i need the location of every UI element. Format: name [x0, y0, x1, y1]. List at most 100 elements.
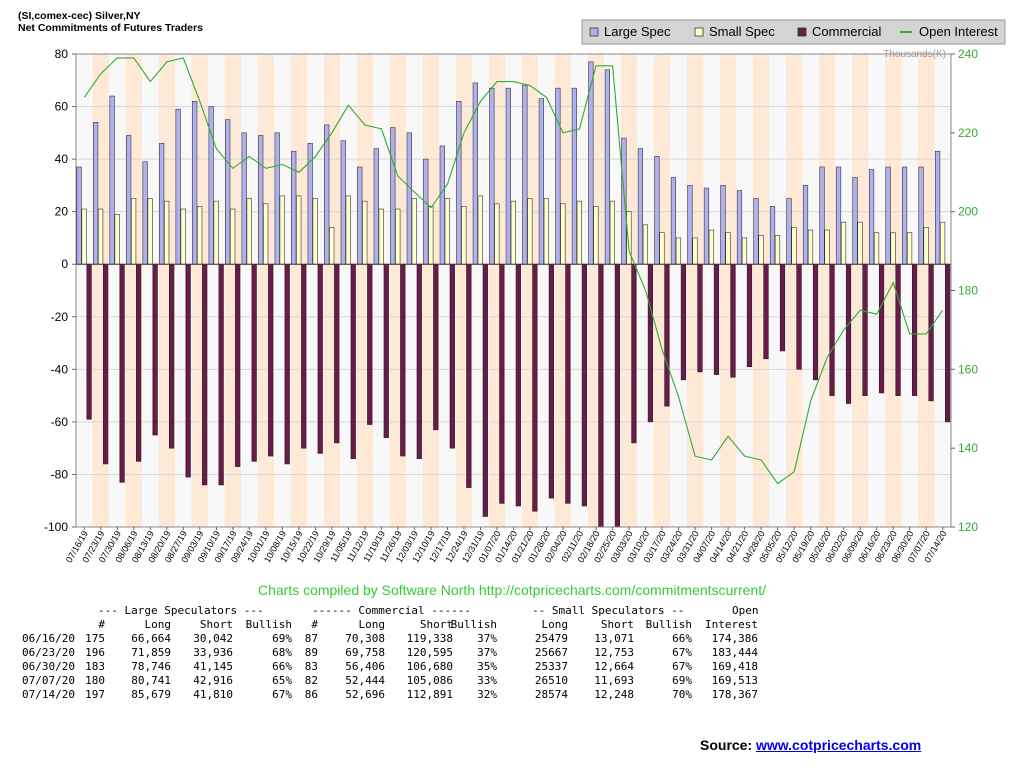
bar-commercial: [532, 263, 538, 512]
bar-large-spec: [489, 87, 495, 265]
bar-small-spec: [329, 227, 335, 265]
bar-commercial: [400, 263, 406, 457]
bar-large-spec: [852, 177, 858, 265]
bar-small-spec: [642, 224, 649, 265]
bar-small-spec: [675, 237, 682, 265]
column-band: [719, 54, 737, 527]
bar-large-spec: [868, 169, 875, 265]
bar-large-spec: [241, 132, 247, 265]
bar-small-spec: [758, 235, 764, 265]
y-tick-label: -80: [51, 467, 69, 481]
group-header-commercial: ------ Commercial ------: [312, 604, 471, 617]
table-cell: 12,248: [594, 688, 634, 701]
bar-commercial: [251, 263, 257, 462]
table-cell: 69,758: [345, 646, 385, 659]
table-cell: 85,679: [131, 688, 171, 701]
column-band: [686, 54, 704, 527]
bar-large-spec: [835, 166, 842, 265]
bar-large-spec: [769, 206, 776, 265]
column-header: Interest: [705, 618, 758, 631]
bar-large-spec: [456, 101, 462, 265]
row-date: 07/07/20: [22, 674, 75, 687]
column-header: Long: [358, 618, 386, 631]
y2-tick-label: 140: [958, 441, 978, 455]
bar-small-spec: [725, 232, 731, 265]
table-row: 07/14/20 197 85,679 41,810 67% 86 52,696 112,89…: [22, 688, 1022, 702]
bar-commercial: [581, 263, 587, 507]
table-cell: 82: [304, 674, 318, 687]
data-table: --- Large Speculators --- ------ Commerci…: [22, 604, 1022, 702]
bar-small-spec: [164, 200, 170, 265]
group-header-small: -- Small Speculators --: [532, 604, 685, 617]
bar-large-spec: [126, 135, 132, 265]
column-header: #: [311, 618, 318, 631]
bar-commercial: [334, 263, 340, 444]
bar-large-spec: [901, 166, 908, 265]
legend-label: Open Interest: [919, 24, 998, 39]
table-cell: 41,810: [193, 688, 233, 701]
column-header: Bullish: [645, 618, 692, 631]
source-link[interactable]: www.cotpricecharts.com: [756, 737, 922, 753]
table-cell: 67%: [672, 660, 692, 673]
bar-small-spec: [312, 198, 318, 265]
bar-small-spec: [659, 232, 665, 265]
table-cell: 25337: [534, 660, 568, 673]
bar-small-spec: [345, 195, 351, 265]
table-cell: 87: [304, 632, 318, 645]
bar-large-spec: [406, 132, 412, 265]
table-cell: 37%: [477, 646, 497, 659]
table-cell: 120,595: [406, 646, 453, 659]
table-cell: 12,753: [594, 646, 634, 659]
bar-large-spec: [736, 190, 743, 265]
table-cell: 56,406: [345, 660, 385, 673]
column-band: [736, 54, 753, 527]
table-cell: 37%: [477, 632, 497, 645]
table-cell: 28574: [534, 688, 568, 701]
table-cell: 67%: [672, 646, 692, 659]
bar-small-spec: [692, 237, 698, 265]
table-cell: 65%: [272, 674, 292, 687]
bar-large-spec: [291, 150, 297, 265]
bar-commercial: [202, 263, 208, 486]
bar-large-spec: [390, 127, 396, 265]
table-cell: 30,042: [193, 632, 233, 645]
bar-small-spec: [114, 213, 120, 265]
table-cell: 33,936: [193, 646, 233, 659]
bar-large-spec: [93, 122, 99, 265]
bar-small-spec: [840, 221, 847, 265]
table-cell: 68%: [272, 646, 292, 659]
bar-commercial: [350, 263, 356, 459]
bar-small-spec: [494, 203, 500, 265]
bar-large-spec: [571, 87, 577, 265]
bar-commercial: [779, 263, 786, 352]
bar-commercial: [169, 263, 175, 449]
table-cell: 66,664: [131, 632, 171, 645]
table-column-header-row: # Long Short Bullish # Long Short Bullish Long Sh…: [22, 618, 1022, 632]
table-cell: 180: [85, 674, 105, 687]
bar-small-spec: [296, 195, 302, 265]
bar-large-spec: [324, 124, 330, 265]
source-label: Source:: [700, 737, 757, 753]
bar-commercial: [845, 263, 852, 404]
bar-large-spec: [802, 185, 809, 265]
bar-commercial: [482, 263, 488, 517]
y2-tick-label: 220: [958, 126, 978, 140]
row-date: 06/16/20: [22, 632, 75, 645]
bar-small-spec: [774, 235, 781, 265]
bar-commercial: [268, 263, 274, 457]
bar-small-spec: [890, 232, 896, 265]
column-header: Bullish: [245, 618, 292, 631]
table-cell: 178,367: [711, 688, 758, 701]
y2-tick-label: 240: [958, 47, 978, 61]
bar-commercial: [548, 263, 554, 499]
table-cell: 80,741: [131, 674, 171, 687]
bar-small-spec: [98, 208, 104, 265]
column-header: Bullish: [450, 618, 497, 631]
bar-small-spec: [857, 221, 863, 265]
table-cell: 66%: [272, 660, 292, 673]
table-cell: 71,859: [131, 646, 171, 659]
y-tick-label: 40: [55, 152, 69, 166]
bar-commercial: [119, 263, 125, 483]
bar-small-spec: [378, 208, 384, 265]
table-group-header-row: --- Large Speculators --- ------ Commerci…: [22, 604, 1022, 618]
